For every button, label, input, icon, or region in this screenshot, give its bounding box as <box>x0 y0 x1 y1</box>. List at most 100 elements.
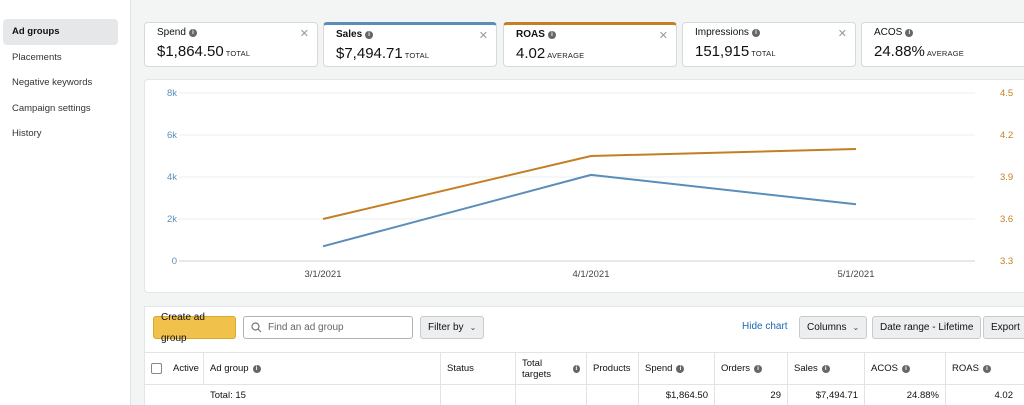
sidebar-item-history[interactable]: History <box>12 128 42 139</box>
search-box <box>243 316 413 339</box>
sidebar-item-negative-keywords[interactable]: Negative keywords <box>12 77 93 88</box>
y-left-tick-label: 4k <box>167 172 177 183</box>
info-icon[interactable]: i <box>365 30 374 39</box>
info-icon[interactable]: i <box>754 364 763 373</box>
search-icon <box>251 322 262 333</box>
y-right-tick-label: 3.9 <box>1000 172 1013 183</box>
date-range-button[interactable]: Date range - Lifetime <box>872 316 982 339</box>
col-acos[interactable]: ACOS i <box>865 353 946 384</box>
total-spend: $1,864.50 <box>665 390 708 401</box>
y-right-tick-label: 3.6 <box>1000 214 1013 225</box>
total-roas-cell: 4.02 <box>946 385 1024 405</box>
total-orders: 29 <box>770 390 781 401</box>
total-label-cell: Total: 15 <box>204 385 441 405</box>
sidebar-item-campaign-settings[interactable]: Campaign settings <box>12 102 91 114</box>
metric-card-spend[interactable]: Spend i $1,864.50 TOTAL ✕ <box>144 22 318 67</box>
x-tick-label: 3/1/2021 <box>305 269 342 280</box>
y-left-tick-label: 2k <box>167 214 177 225</box>
series-line-roas <box>322 148 857 220</box>
columns-label: Columns <box>807 322 847 333</box>
columns-button[interactable]: Columns ⌄ <box>799 316 868 339</box>
info-icon[interactable]: i <box>982 364 991 373</box>
metric-unit: TOTAL <box>225 49 251 58</box>
total-spend-cell: $1,864.50 <box>639 385 715 405</box>
col-roas[interactable]: ROAS i <box>946 353 1024 384</box>
total-sales-cell: $7,494.71 <box>788 385 865 405</box>
metric-card-impressions[interactable]: Impressions i 151,915 TOTAL ✕ <box>682 22 856 67</box>
close-icon[interactable]: ✕ <box>299 28 309 40</box>
col-sales-label: Sales <box>794 363 818 374</box>
close-icon[interactable]: ✕ <box>658 30 668 42</box>
info-icon[interactable]: i <box>252 364 261 373</box>
metric-label: ACOS <box>874 27 903 38</box>
info-icon[interactable]: i <box>188 28 197 37</box>
col-roas-label: ROAS <box>952 363 979 374</box>
sidebar: Ad groups Placements Negative keywords C… <box>0 0 131 405</box>
metric-label: Spend <box>157 27 186 38</box>
total-orders-cell: 29 <box>715 385 788 405</box>
total-acos-cell: 24.88% <box>865 385 946 405</box>
x-tick-label: 5/1/2021 <box>838 269 875 280</box>
y-left-tick-label: 6k <box>167 130 177 141</box>
y-left-tick-label: 8k <box>167 88 177 99</box>
col-spend-label: Spend <box>645 363 673 374</box>
y-right-tick-label: 4.2 <box>1000 130 1013 141</box>
info-icon[interactable]: i <box>821 364 830 373</box>
col-orders[interactable]: Orders i <box>715 353 788 384</box>
sidebar-item-placements[interactable]: Placements <box>12 51 62 63</box>
col-products[interactable]: Products <box>587 353 639 384</box>
col-sales[interactable]: Sales i <box>788 353 865 384</box>
col-status[interactable]: Status <box>441 353 516 384</box>
chevron-down-icon: ⌄ <box>469 323 477 332</box>
info-icon[interactable]: i <box>905 28 914 37</box>
col-ad-group-label: Ad group <box>210 363 249 374</box>
select-all-cell <box>145 353 167 384</box>
total-products-cell <box>587 385 639 405</box>
info-icon[interactable]: i <box>676 364 685 373</box>
close-icon[interactable]: ✕ <box>837 28 847 40</box>
metric-card-acos[interactable]: ACOS i 24.88% AVERAGE <box>861 22 1024 67</box>
filter-by-button[interactable]: Filter by ⌄ <box>420 316 485 339</box>
col-orders-label: Orders <box>721 363 751 374</box>
info-icon[interactable]: i <box>901 364 910 373</box>
metric-card-roas[interactable]: ROAS i 4.02 AVERAGE ✕ <box>503 22 677 67</box>
metric-unit: AVERAGE <box>926 49 964 58</box>
y-left-tick-label: 0 <box>172 256 177 267</box>
info-icon[interactable]: i <box>572 364 580 373</box>
col-spend[interactable]: Spend i <box>639 353 715 384</box>
metric-label: Impressions <box>695 27 749 38</box>
metric-unit: AVERAGE <box>547 51 585 60</box>
y-right-tick-label: 3.3 <box>1000 256 1013 267</box>
metric-card-sales[interactable]: Sales i $7,494.71 TOTAL ✕ <box>323 22 497 67</box>
series-line-sales <box>322 173 857 248</box>
ad-groups-table-panel: Create ad group Filter by ⌄ Hide chart C… <box>144 306 1024 405</box>
table-header: Active Ad group i Status Total targets i P… <box>145 352 1024 385</box>
hide-chart-link[interactable]: Hide chart <box>742 321 788 332</box>
metric-value: $7,494.71 <box>336 45 403 62</box>
metric-value: 151,915 <box>695 43 750 60</box>
metric-value: $1,864.50 <box>157 43 224 60</box>
close-icon[interactable]: ✕ <box>478 30 488 42</box>
chart-panel: 0 2k 4k 6k 8k 3.3 3.6 3.9 4.2 4.5 3/1/2021 4/1/2021… <box>144 79 1024 293</box>
col-total-targets[interactable]: Total targets i <box>516 353 587 384</box>
select-all-checkbox[interactable] <box>150 363 162 374</box>
col-active-label: Active <box>173 363 199 374</box>
total-spacer <box>145 385 204 405</box>
search-input[interactable] <box>268 322 398 333</box>
metric-value: 24.88% <box>874 43 925 60</box>
metric-unit: TOTAL <box>751 49 776 58</box>
export-button[interactable]: Export <box>983 316 1024 339</box>
info-icon[interactable]: i <box>751 28 760 37</box>
col-ad-group[interactable]: Ad group i <box>204 353 441 384</box>
col-acos-label: ACOS <box>871 363 898 374</box>
create-ad-group-button[interactable]: Create ad group <box>153 312 236 344</box>
col-active[interactable]: Active <box>167 353 204 384</box>
total-acos: 24.88% <box>906 390 939 401</box>
metric-label: Sales <box>336 29 363 40</box>
x-tick-label: 4/1/2021 <box>573 269 610 280</box>
total-status-cell <box>441 385 516 405</box>
sidebar-item-ad-groups[interactable]: Ad groups <box>3 19 118 45</box>
info-icon[interactable]: i <box>547 30 556 39</box>
col-total-targets-label: Total targets <box>522 357 552 380</box>
total-targets-cell <box>516 385 587 405</box>
